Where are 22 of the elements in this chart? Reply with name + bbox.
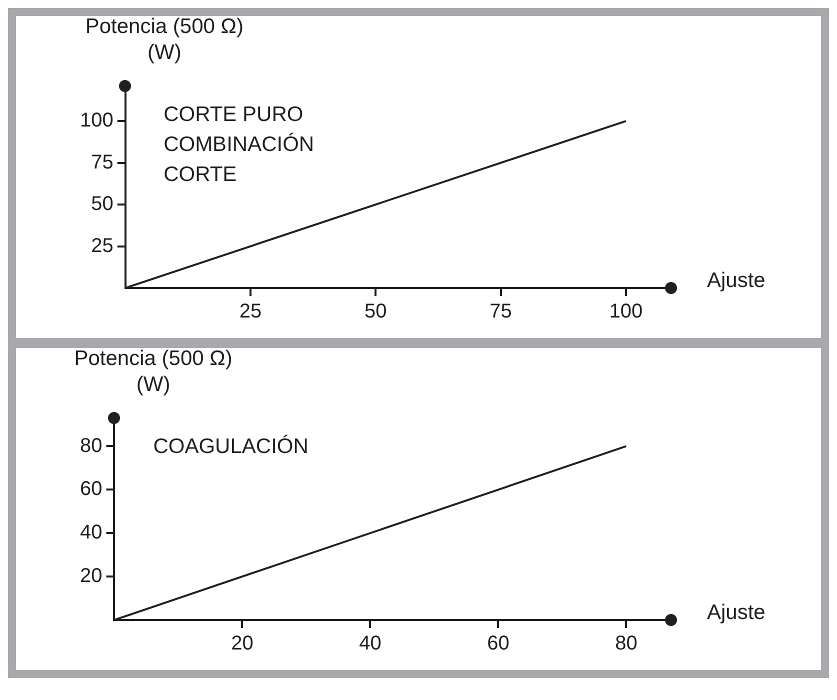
y-tick-label: 80 — [80, 434, 102, 457]
x-tick-label: 25 — [239, 300, 262, 323]
x-tick-label: 40 — [359, 632, 382, 655]
y-tick-label: 60 — [80, 478, 102, 500]
x-tick-label: 50 — [364, 300, 387, 323]
x-axis-title: Ajuste — [707, 268, 766, 294]
x-tick-label: 80 — [615, 632, 638, 655]
x-tick-label: 20 — [231, 632, 254, 655]
x-axis-title: Ajuste — [707, 600, 766, 626]
annotation: CORTE PURO COMBINACIÓN CORTE — [164, 102, 314, 188]
y-tick-label: 100 — [80, 110, 114, 132]
annotation: COAGULACIÓN — [153, 434, 308, 460]
y-axis-title: Potencia (500 Ω) (W) — [85, 14, 244, 66]
y-tick-label: 50 — [91, 193, 114, 216]
y-tick-label: 75 — [91, 151, 114, 174]
y-tick-label: 25 — [91, 234, 114, 257]
x-tick-label: 100 — [609, 300, 643, 323]
x-tick-label: 60 — [487, 632, 510, 655]
y-tick-label: 20 — [80, 565, 102, 588]
y-axis-title: Potencia (500 Ω) (W) — [74, 346, 232, 398]
x-tick-label: 75 — [490, 300, 512, 323]
y-tick-label: 40 — [80, 522, 102, 544]
